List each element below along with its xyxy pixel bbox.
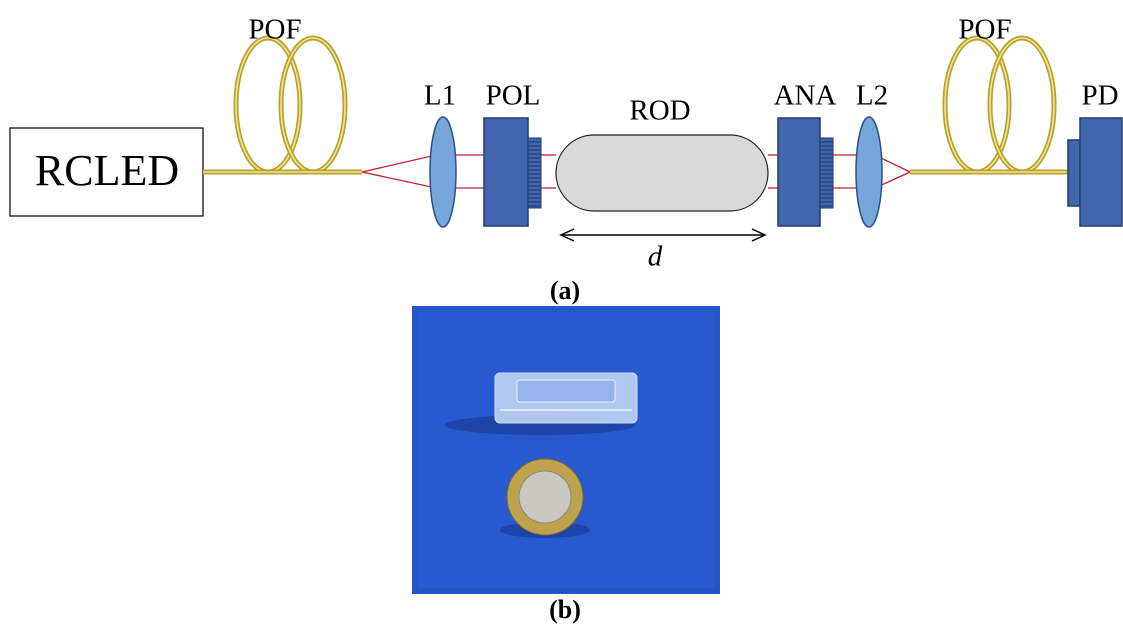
distance-label: d: [648, 241, 663, 273]
fiber-right: [910, 38, 1068, 172]
fiber-left-label: POF: [248, 14, 301, 46]
polarizer-grating: [528, 138, 541, 208]
lens-1-label: L1: [424, 80, 456, 112]
analyzer-label: ANA: [774, 80, 837, 112]
lens-2-label: L2: [856, 80, 888, 112]
detector-window: [1068, 140, 1080, 206]
detector-label: PD: [1081, 80, 1118, 112]
analyzer-grating: [820, 138, 833, 208]
fiber-left: [203, 38, 362, 172]
analyzer: [778, 118, 820, 226]
source-label: RCLED: [35, 146, 179, 195]
lens-2: [856, 117, 882, 227]
fiber-right-label: POF: [958, 14, 1011, 46]
figure: RCLED POF L1 POL ROD d ANA L2 POF PD: [0, 0, 1123, 628]
rod-label: ROD: [629, 95, 690, 127]
lens-1: [430, 117, 456, 227]
polarizer: [484, 118, 528, 226]
detector: [1080, 118, 1122, 226]
polarizer-label: POL: [486, 80, 541, 112]
rod: [556, 135, 768, 211]
distance-arrow: [561, 229, 765, 241]
caption-a: (a): [550, 276, 580, 305]
photo: ​: [412, 306, 720, 594]
caption-b: (b): [549, 595, 581, 624]
